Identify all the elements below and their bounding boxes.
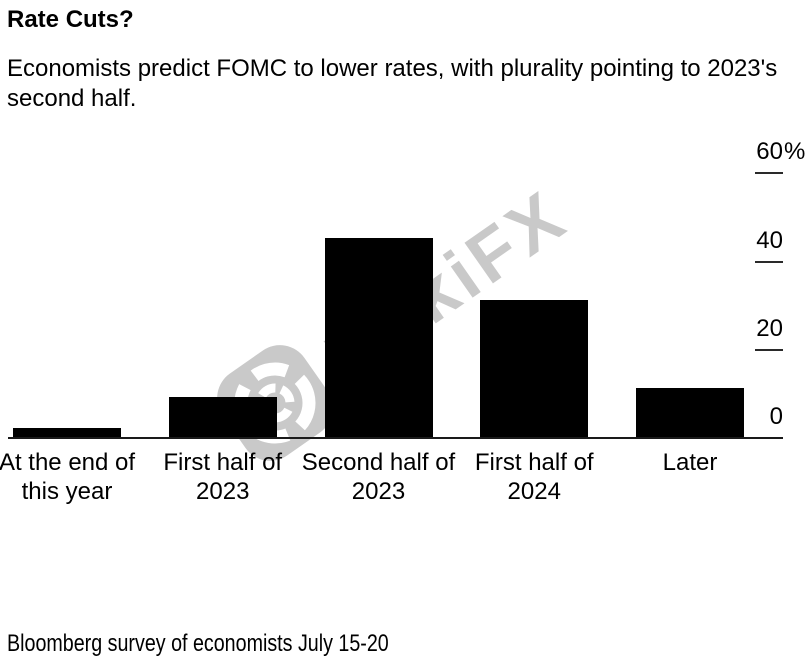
y-tick-20 xyxy=(755,348,783,351)
bar-1 xyxy=(168,397,277,437)
y-tick-value: 0 xyxy=(769,403,783,430)
x-category-label-3: First half of 2024 xyxy=(474,449,594,505)
y-tick-label-20: 20 xyxy=(755,315,783,343)
bar-3 xyxy=(480,300,589,437)
y-tick-60 xyxy=(755,172,783,175)
percent-suffix: % xyxy=(784,138,806,166)
footer-source-note: Bloomberg survey of economists July 15-2… xyxy=(7,630,389,657)
bar-4 xyxy=(636,388,744,437)
y-tick-value: 20 xyxy=(756,314,783,342)
x-axis-baseline xyxy=(8,437,783,439)
x-category-label-2: Second half of 2023 xyxy=(301,449,456,505)
x-category-label-1: First half of 2023 xyxy=(163,449,283,505)
y-tick-label-0: 0 xyxy=(755,403,783,431)
bar-2 xyxy=(324,238,433,437)
x-category-label-4: Later xyxy=(662,449,718,476)
chart-title: Rate Cuts? xyxy=(7,6,134,33)
x-category-label-0: At the end of this year xyxy=(0,449,136,505)
chart-subtitle: Economists predict FOMC to lower rates, … xyxy=(7,55,778,112)
y-tick-value: 60 xyxy=(756,138,783,166)
y-tick-40 xyxy=(755,260,783,263)
y-tick-label-40: 40 xyxy=(755,227,783,255)
y-tick-label-60: 60% xyxy=(755,138,805,166)
bar-0 xyxy=(13,428,121,437)
y-tick-value: 40 xyxy=(756,226,783,254)
